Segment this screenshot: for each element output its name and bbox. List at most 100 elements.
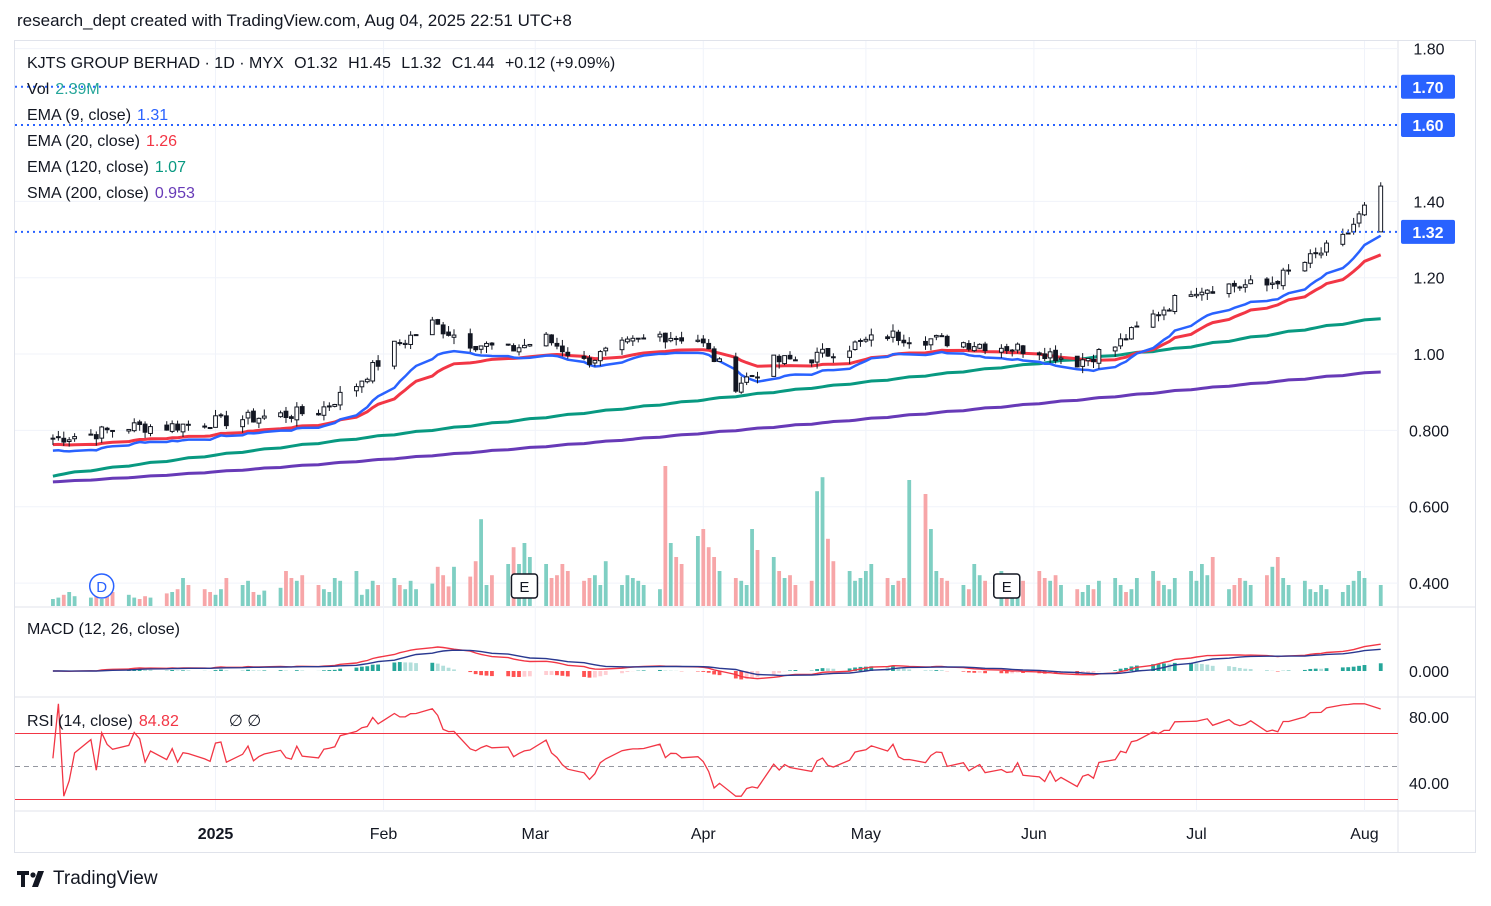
macd-bar [977,671,982,673]
legend-rsi[interactable]: RSI (14, close) 84.82 ∅ ∅ [27,711,261,731]
chart-canvas[interactable]: 2025 Feb Mar Apr May Jun Jul Aug 1.80 1.40 1.20 1.0… [15,41,1475,852]
event-marker[interactable]: E [510,573,539,599]
candle [1161,306,1167,321]
volume-bar [555,575,559,606]
volume-bar [1075,589,1080,606]
candle-body [164,424,170,431]
macd-bar [565,671,570,677]
volume-bar [403,589,408,606]
macd-bar [1357,665,1361,671]
volume-bar [61,594,66,606]
candle [597,350,603,367]
volume-bar [300,575,305,606]
tradingview-logo[interactable]: TradingView [17,868,158,890]
legend-volume[interactable]: Vol 2.39M [27,81,100,99]
volume-bar [706,547,711,606]
legend-symbol[interactable]: KJTS GROUP BERHAD · 1D · MYX [27,55,284,72]
volume-bar [354,571,359,606]
candle [809,359,815,367]
legend-ema9[interactable]: EMA (9, close) 1.31 [27,107,168,125]
candle-body [706,342,712,350]
candle-body [852,341,858,351]
candle-body [522,344,527,349]
legend-ema120[interactable]: EMA (120, close) 1.07 [27,159,186,177]
candle-body [825,348,831,357]
candle [1318,247,1324,259]
volume-bar [148,597,153,606]
macd-bar [278,670,283,671]
candle-body [391,340,397,367]
volume-bar [820,477,825,606]
volume-bar [625,575,630,606]
volume-bar [620,585,624,606]
legend-ema20-label: EMA (20, close) [27,133,140,150]
volume-bar [668,543,673,606]
candle [939,333,945,338]
volume-bar [126,594,131,606]
time-tick-label: Mar [522,826,550,843]
macd-bar [181,670,185,671]
candle [1150,309,1156,329]
candle [673,335,679,346]
level-label-text: 1.32 [1412,225,1443,242]
macd-bar [506,671,511,677]
volume-bar [809,580,814,606]
chart-frame[interactable]: 2025 Feb Mar Apr May Jun Jul Aug 1.80 1.40 1.20 1.0… [14,40,1476,853]
macd-bar [972,671,977,673]
macd-bar [603,671,608,675]
macd-bar [934,670,939,671]
candle [61,431,67,446]
macd-bar [706,671,711,673]
candle [110,429,115,438]
macd-bar [1248,669,1253,671]
legend-ema20[interactable]: EMA (20, close) 1.26 [27,133,177,151]
candle-body [278,412,283,418]
macd-bar [744,671,749,679]
volume-bar [1124,592,1128,606]
sma200-line [52,370,1381,484]
candle-body [484,342,489,347]
candle-body [299,406,305,415]
legend-sma200[interactable]: SMA (200, close) 0.953 [27,185,195,203]
legend-macd[interactable]: MACD (12, 26, close) [27,621,180,639]
candle [316,409,321,416]
publisher-header: research_dept created with TradingView.c… [17,11,572,30]
candle [484,341,489,353]
candle-body [1351,223,1357,233]
candle [88,429,94,436]
volume-bar [294,580,299,606]
candle [283,406,289,423]
volume-bar [939,578,944,606]
candle [717,357,722,362]
time-tick-label: Jun [1021,826,1047,843]
candle [971,341,977,352]
candle-body [1085,357,1091,362]
event-marker[interactable]: D [88,573,115,599]
candle-body [776,355,782,363]
volume-bar [1270,566,1275,606]
volume-bar [1205,575,1210,606]
volume-bar [376,585,381,606]
level-label: 1.70 [1401,74,1455,99]
price-tick-label: 1.00 [1413,347,1444,364]
macd-bar [1346,667,1351,671]
volume-bar [110,592,115,606]
candle [830,353,836,363]
volume-bar [256,594,261,606]
volume-bar [213,594,218,606]
candle-body [673,337,679,340]
macd-bar [332,669,337,671]
candle [554,337,560,350]
candle-body [630,337,636,342]
candle-body [961,342,966,348]
macd-bar [522,671,527,677]
volume-bar [88,597,93,606]
event-marker[interactable]: E [993,573,1021,599]
legend-ema20-value: 1.26 [145,133,178,150]
candle-body [597,351,603,362]
candle [99,425,105,443]
candle [1248,275,1254,285]
candle [1199,287,1205,301]
candle-body [711,348,717,363]
macd-bar [338,668,343,671]
